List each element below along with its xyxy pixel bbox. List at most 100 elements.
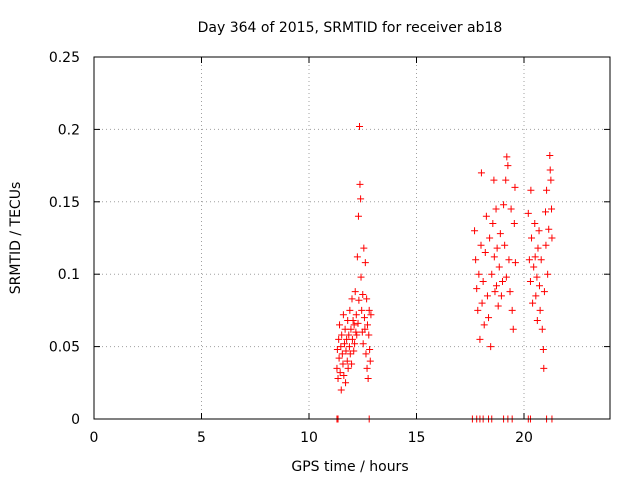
data-point bbox=[339, 311, 347, 319]
data-point bbox=[479, 277, 487, 285]
data-point bbox=[363, 321, 371, 329]
data-point bbox=[344, 364, 352, 372]
data-point bbox=[483, 292, 491, 300]
data-point bbox=[361, 325, 369, 333]
x-tick-label: 10 bbox=[300, 430, 318, 446]
data-point bbox=[536, 306, 544, 314]
data-point bbox=[533, 317, 541, 325]
data-point bbox=[532, 292, 540, 300]
data-point bbox=[538, 325, 546, 333]
data-point bbox=[506, 288, 514, 296]
data-point bbox=[548, 205, 556, 213]
data-point bbox=[547, 176, 555, 184]
data-point bbox=[545, 225, 553, 233]
data-point bbox=[485, 314, 493, 322]
data-point bbox=[335, 354, 343, 362]
data-point bbox=[351, 288, 359, 296]
chart-title: Day 364 of 2015, SRMTID for receiver ab1… bbox=[198, 20, 503, 36]
data-point bbox=[540, 288, 548, 296]
data-point bbox=[535, 227, 543, 235]
data-point bbox=[542, 241, 550, 249]
data-point bbox=[471, 227, 479, 235]
data-point bbox=[360, 314, 368, 322]
data-point bbox=[366, 345, 374, 353]
data-point bbox=[542, 208, 549, 216]
data-point bbox=[495, 263, 503, 271]
y-tick-label: 0.25 bbox=[49, 50, 80, 66]
data-point bbox=[502, 176, 510, 184]
data-point bbox=[489, 220, 497, 228]
data-point bbox=[492, 282, 500, 290]
y-tick-label: 0.15 bbox=[49, 195, 80, 211]
data-point bbox=[357, 273, 365, 281]
data-point bbox=[352, 328, 360, 336]
data-point bbox=[548, 234, 556, 242]
data-point bbox=[363, 295, 371, 303]
data-point bbox=[482, 212, 490, 220]
data-point bbox=[335, 335, 343, 343]
data-point bbox=[528, 234, 536, 242]
data-point bbox=[346, 350, 354, 358]
data-point bbox=[486, 234, 494, 242]
data-point bbox=[345, 331, 353, 339]
data-point bbox=[544, 270, 552, 278]
data-point bbox=[365, 331, 373, 339]
data-point bbox=[503, 153, 511, 161]
y-tick-label: 0.2 bbox=[58, 122, 80, 138]
data-point bbox=[352, 311, 360, 319]
data-point bbox=[348, 360, 356, 368]
data-point bbox=[338, 331, 346, 339]
data-point bbox=[491, 288, 499, 296]
data-point bbox=[510, 220, 518, 228]
y-tick-label: 0.1 bbox=[58, 267, 80, 283]
data-point bbox=[346, 306, 354, 314]
data-point bbox=[490, 253, 498, 261]
data-point bbox=[361, 259, 369, 267]
data-point bbox=[487, 343, 495, 351]
x-tick-label: 0 bbox=[90, 430, 99, 446]
data-point bbox=[527, 186, 535, 194]
data-point bbox=[337, 386, 345, 394]
data-point bbox=[356, 123, 364, 131]
data-point bbox=[511, 259, 519, 267]
data-point bbox=[366, 357, 374, 365]
data-point bbox=[336, 321, 344, 329]
data-point bbox=[353, 253, 361, 261]
data-point bbox=[502, 273, 510, 281]
data-point bbox=[507, 205, 515, 213]
data-point bbox=[342, 379, 350, 387]
data-point bbox=[500, 201, 508, 209]
data-point bbox=[477, 169, 485, 177]
y-axis-label: SRMTID / TECUs bbox=[8, 182, 24, 295]
x-tick-label: 15 bbox=[408, 430, 426, 446]
data-point bbox=[350, 321, 358, 329]
data-point bbox=[494, 302, 502, 310]
data-point bbox=[365, 306, 373, 314]
data-point bbox=[348, 295, 356, 303]
data-point bbox=[351, 340, 359, 348]
data-point bbox=[355, 296, 363, 304]
data-point bbox=[367, 311, 375, 319]
data-point bbox=[511, 183, 519, 191]
data-point bbox=[496, 230, 504, 238]
data-point bbox=[505, 256, 513, 264]
data-point bbox=[537, 256, 545, 264]
data-point bbox=[354, 212, 362, 220]
data-point bbox=[345, 343, 353, 351]
data-point bbox=[492, 205, 500, 213]
data-point bbox=[347, 325, 355, 333]
data-point bbox=[359, 290, 367, 298]
data-point bbox=[504, 162, 512, 170]
data-point bbox=[334, 374, 342, 382]
plot-frame bbox=[93, 56, 611, 420]
data-point bbox=[530, 263, 538, 271]
data-point bbox=[480, 321, 488, 329]
data-point bbox=[540, 364, 548, 372]
data-point bbox=[340, 372, 348, 380]
data-point bbox=[342, 347, 350, 355]
data-point bbox=[340, 340, 348, 348]
data-point bbox=[526, 277, 534, 285]
data-point bbox=[349, 317, 357, 325]
data-point bbox=[477, 241, 485, 249]
